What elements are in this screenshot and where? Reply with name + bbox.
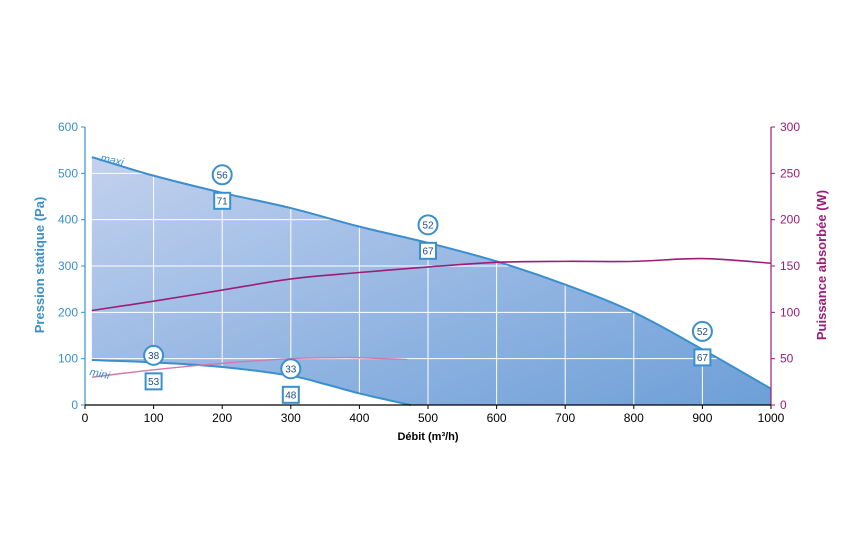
operating-area-fill xyxy=(91,157,772,405)
y2-tick-label: 250 xyxy=(780,166,800,180)
x-tick-label: 1000 xyxy=(758,411,785,425)
noise-circle-marker xyxy=(691,320,713,342)
x-axis-title: Débit (m³/h) xyxy=(397,431,458,443)
noise-circle-value: 56 xyxy=(217,170,229,181)
x-tick-label: 500 xyxy=(418,411,438,425)
noise-square-marker xyxy=(693,348,712,367)
noise-circle-marker xyxy=(417,214,439,236)
y-tick-label: 100 xyxy=(58,352,78,366)
noise-square-value: 48 xyxy=(285,390,297,401)
noise-circle-value: 52 xyxy=(422,220,434,231)
annotations: 56 71 52 67 52 67 38 53 33 48 xyxy=(143,164,713,404)
y2-tick-label: 50 xyxy=(780,352,794,366)
x-tick-label: 400 xyxy=(349,411,369,425)
noise-circle-value: 38 xyxy=(148,351,160,362)
noise-square-value: 67 xyxy=(422,246,434,257)
noise-square-marker xyxy=(213,191,232,210)
x-tick-label: 800 xyxy=(624,411,644,425)
y-tick-label: 200 xyxy=(58,305,78,319)
y-tick-label: 0 xyxy=(71,398,78,412)
y-tick-label: 500 xyxy=(58,166,78,180)
noise-square-marker xyxy=(144,372,163,391)
noise-square-marker xyxy=(419,241,437,260)
noise-circle-marker xyxy=(280,358,302,380)
noise-square-marker xyxy=(281,385,300,404)
noise-circle-marker xyxy=(211,164,233,186)
noise-circle-value: 52 xyxy=(697,327,709,338)
y-tick-label: 300 xyxy=(58,259,78,273)
y2-axis-title: Puissance absorbée (W) xyxy=(814,190,829,340)
noise-square-value: 67 xyxy=(697,353,709,364)
y2-tick-label: 300 xyxy=(780,120,800,134)
x-tick-label: 0 xyxy=(82,411,89,425)
y2-tick-label: 150 xyxy=(780,259,800,273)
y2-tick-label: 200 xyxy=(780,213,800,227)
x-tick-label: 700 xyxy=(555,411,575,425)
noise-circle-value: 33 xyxy=(285,364,297,375)
x-tick-label: 100 xyxy=(144,411,164,425)
noise-circle-marker xyxy=(143,344,165,366)
y2-tick-label: 0 xyxy=(780,398,787,412)
series-label-maxi: maxi xyxy=(99,152,125,169)
x-tick-label: 600 xyxy=(487,411,507,425)
axes: 0 100 200 300 400 500 600 700 800 900 100001002003… xyxy=(58,120,800,425)
y2-tick-label: 100 xyxy=(780,305,800,319)
y-tick-label: 400 xyxy=(58,213,78,227)
y-tick-label: 600 xyxy=(58,120,78,134)
series-line-power-maxi xyxy=(91,257,772,312)
noise-square-value: 53 xyxy=(148,377,160,388)
axis-labels: Débit (m³/h) Pression statique (Pa) Puis… xyxy=(32,190,829,443)
noise-square-value: 71 xyxy=(217,196,229,207)
series-label-mini: mini xyxy=(88,366,111,382)
y-axis-title: Pression statique (Pa) xyxy=(32,197,47,334)
x-tick-label: 900 xyxy=(692,411,712,425)
operating-area xyxy=(91,157,772,405)
x-tick-label: 200 xyxy=(212,411,232,425)
x-tick-label: 300 xyxy=(281,411,301,425)
